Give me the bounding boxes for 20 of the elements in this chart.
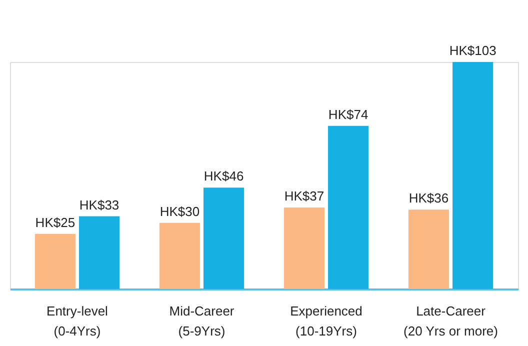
- data-label: HK$103: [449, 43, 496, 58]
- data-label: HK$36: [408, 190, 449, 206]
- data-label: HK$74: [328, 106, 368, 122]
- bar: [159, 222, 200, 289]
- bar: [328, 126, 369, 289]
- data-label: HK$37: [284, 188, 324, 204]
- bar: [452, 62, 494, 289]
- data-label: HK$33: [79, 197, 120, 212]
- bar: [284, 207, 324, 289]
- data-label: HK$30: [160, 204, 200, 219]
- data-label: HK$25: [35, 214, 76, 230]
- data-label: HK$46: [204, 168, 244, 184]
- bar: [204, 188, 244, 289]
- x-tick-label: Late-Career (20 Yrs or more): [404, 304, 498, 338]
- x-tick-label: Mid-Career (5-9Yrs): [169, 304, 235, 338]
- x-tick-label: Experienced (10-19Yrs): [290, 304, 362, 338]
- bar: [79, 216, 120, 289]
- x-tick-label: Entry-level (0-4Yrs): [46, 304, 108, 338]
- bar: [34, 234, 76, 289]
- bar: [408, 210, 449, 289]
